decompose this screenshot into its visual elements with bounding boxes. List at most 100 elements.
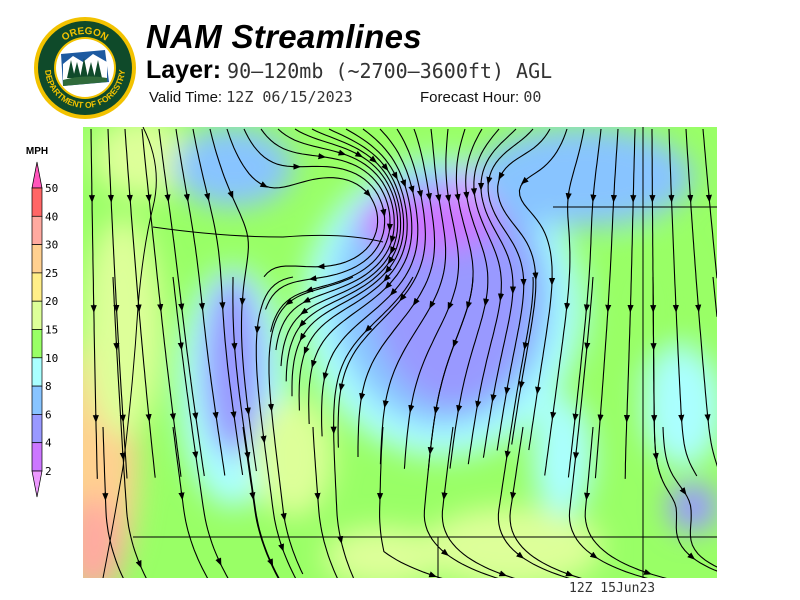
streamline-arrow: [452, 339, 459, 348]
colorbar-tick-label: 4: [45, 437, 52, 450]
streamline-arrow: [300, 307, 309, 315]
valid-time: Valid Time: 12Z 06/15/2023: [149, 88, 353, 106]
streamline: [509, 426, 582, 578]
streamline-arrow: [389, 234, 396, 244]
streamline-arrow: [440, 548, 449, 557]
streamline-arrow: [254, 325, 261, 335]
streamline-arrow: [363, 189, 372, 197]
streamline-arrow: [447, 301, 454, 311]
streamline-arrow: [399, 293, 407, 302]
streamline-arrow: [354, 150, 363, 158]
streamline-arrow: [498, 570, 508, 577]
streamline-arrow: [227, 190, 234, 199]
colorbar-arrow-top: [31, 161, 43, 189]
streamline-arrow: [317, 153, 327, 160]
colorbar-tick-label: 25: [45, 267, 58, 280]
streamlines: [88, 128, 717, 578]
streamline-arrow: [157, 303, 164, 312]
colorbar-band: [31, 272, 43, 302]
streamline-arrow: [441, 491, 448, 501]
streamline-arrow: [435, 193, 442, 203]
streamline-arrow: [215, 557, 222, 566]
streamline-arrow: [359, 392, 366, 401]
streamline-arrow: [382, 399, 389, 409]
colorbar-tick-label: 2: [45, 465, 52, 478]
colorbar-band: [31, 215, 43, 245]
page-title: NAM Streamlines: [146, 18, 422, 55]
streamline-arrow: [412, 297, 420, 306]
colorbar-band: [31, 300, 43, 330]
streamline-arrow: [183, 193, 190, 202]
streamline-arrow: [427, 446, 434, 455]
streamline: [379, 426, 443, 578]
streamline: [102, 426, 124, 578]
streamline-arrow: [285, 298, 294, 306]
colorbar-tick-label: 50: [45, 182, 58, 195]
streamline-arrow: [589, 551, 598, 559]
streamline-arrow: [573, 451, 580, 461]
streamline-arrow: [322, 371, 329, 381]
valid-time-label: Valid Time:: [149, 89, 223, 106]
streamline-arrow: [475, 399, 482, 409]
streamline-arrow: [504, 386, 511, 396]
streamline-arrow: [244, 451, 251, 460]
layer-value: 90–120mb (~2700–3600ft) AGL: [227, 59, 553, 83]
forecast-hour-value: 00: [523, 88, 542, 106]
streamline-arrow: [145, 193, 152, 203]
streamline-arrow: [337, 149, 347, 156]
streamline-arrow: [364, 324, 373, 333]
streamline-arrow: [679, 487, 687, 496]
layer-label: Layer:: [146, 56, 222, 84]
streamline-arrow: [192, 450, 199, 460]
streamline-arrow: [565, 192, 572, 201]
coastline: [102, 127, 157, 578]
streamline-arrow: [164, 193, 171, 203]
streamline-arrow: [400, 179, 406, 188]
streamline-arrow: [305, 286, 314, 293]
streamline-arrow: [652, 451, 659, 461]
colorbar-arrow-bottom: [31, 470, 43, 498]
streamline: [712, 276, 717, 317]
streamline-arrow: [260, 434, 267, 444]
streamline-arrow: [278, 543, 284, 552]
streamline-arrow: [391, 171, 398, 180]
streamline: [172, 276, 229, 578]
streamline-arrow: [463, 190, 470, 200]
streamline-arrow: [483, 297, 490, 307]
colorbar-band: [31, 442, 43, 472]
state-borders: [102, 127, 717, 578]
streamline-arrow: [384, 281, 393, 290]
streamline: [652, 277, 717, 572]
streamline: [232, 277, 280, 578]
streamline-arrow: [564, 301, 571, 311]
colorbar-band: [31, 187, 43, 217]
streamline-arrow: [584, 491, 591, 501]
streamline-arrow: [456, 404, 463, 413]
streamline-arrow: [584, 341, 591, 351]
streamline-arrow: [490, 393, 497, 403]
streamline-arrow: [390, 245, 397, 255]
colorbar-tick-label: 10: [45, 352, 58, 365]
streamline-arrow: [311, 359, 317, 368]
streamline-arrow: [383, 274, 391, 282]
streamline-arrow: [145, 412, 152, 422]
streamline-arrow: [204, 192, 211, 202]
streamline-arrow: [504, 449, 511, 459]
streamline-arrow: [389, 287, 398, 296]
streamline-arrow: [387, 256, 395, 265]
streamline: [172, 426, 209, 578]
streamline-arrow: [425, 192, 432, 202]
wind-speed-colorbar: MPH 50 40 30 25 20 15 10 8 6 4 2: [26, 146, 58, 498]
streamline-arrow: [408, 404, 415, 413]
svg-text:OREGON: OREGON: [60, 26, 110, 44]
streamline-arrow: [337, 535, 344, 544]
streamline-arrow: [249, 491, 256, 501]
colorbar-band: [31, 385, 43, 415]
colorbar-band: [31, 244, 43, 274]
streamline-map: [83, 127, 717, 578]
timestamp: 12Z 15Jun23: [569, 581, 656, 596]
streamline-arrow: [192, 411, 199, 421]
streamline-arrow: [212, 411, 219, 420]
colorbar-tick-label: 40: [45, 210, 58, 223]
streamline-arrow: [416, 189, 423, 199]
